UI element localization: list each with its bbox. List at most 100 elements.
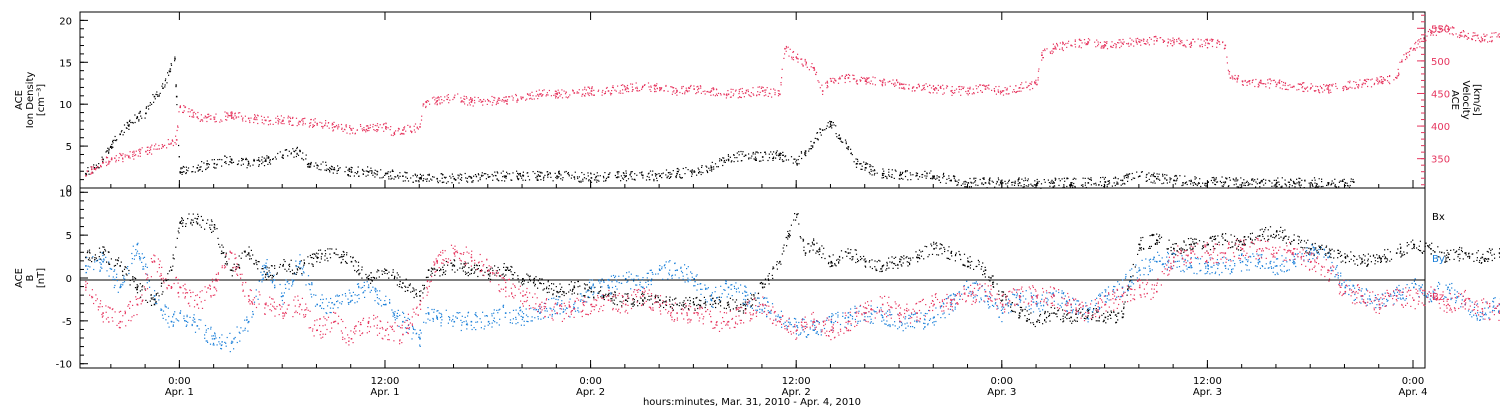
- bx-point: [315, 255, 316, 256]
- velocity-point: [322, 127, 323, 128]
- density-point: [1063, 184, 1064, 185]
- bx-point: [901, 265, 902, 266]
- bx-point: [316, 261, 317, 262]
- density-point: [395, 176, 396, 177]
- bx-point: [412, 291, 413, 292]
- density-point: [410, 177, 411, 178]
- velocity-point: [460, 97, 461, 98]
- velocity-point: [1121, 46, 1122, 47]
- velocity-point: [1006, 93, 1007, 94]
- bx-point: [377, 269, 378, 270]
- bx-point: [874, 260, 875, 261]
- velocity-point: [741, 97, 742, 98]
- density-point: [1318, 186, 1319, 187]
- velocity-point: [1115, 47, 1116, 48]
- velocity-point: [493, 100, 494, 101]
- velocity-point: [655, 91, 656, 92]
- velocity-point: [940, 88, 941, 89]
- velocity-point: [739, 96, 740, 97]
- velocity-point: [442, 102, 443, 103]
- bx-point: [115, 259, 116, 260]
- velocity-point: [174, 142, 175, 143]
- density-point: [262, 156, 263, 157]
- velocity-point: [224, 111, 225, 112]
- density-point: [924, 175, 925, 176]
- velocity-point: [689, 88, 690, 89]
- density-point: [250, 165, 251, 166]
- density-point: [492, 180, 493, 181]
- density-point: [826, 128, 827, 129]
- density-point: [1333, 183, 1334, 184]
- density-point: [348, 175, 349, 176]
- velocity-point: [125, 154, 126, 155]
- velocity-point: [1227, 62, 1228, 63]
- velocity-point: [87, 171, 88, 172]
- density-point: [571, 175, 572, 176]
- bx-point: [442, 267, 443, 268]
- velocity-point: [654, 88, 655, 89]
- velocity-point: [1035, 83, 1036, 84]
- velocity-point: [462, 101, 463, 102]
- density-point: [198, 171, 199, 172]
- bx-point: [303, 265, 304, 266]
- density-point: [726, 160, 727, 161]
- density-point: [650, 171, 651, 172]
- bx-point: [353, 257, 354, 258]
- bx-point: [362, 267, 363, 268]
- bx-point: [949, 259, 950, 260]
- bx-point: [632, 303, 633, 304]
- bx-point: [265, 274, 267, 276]
- density-point: [751, 156, 752, 157]
- bx-point: [238, 264, 239, 265]
- velocity-point: [1054, 46, 1055, 47]
- density-point: [383, 177, 384, 178]
- velocity-point: [627, 85, 628, 86]
- velocity-point: [687, 91, 688, 92]
- density-point: [1170, 179, 1171, 180]
- bx-point: [399, 286, 400, 287]
- velocity-point: [1342, 88, 1343, 89]
- velocity-point: [242, 117, 243, 118]
- bx-point: [886, 268, 887, 269]
- bx-point: [1188, 238, 1189, 239]
- density-point: [423, 180, 424, 181]
- velocity-point: [671, 86, 672, 87]
- bx-point: [185, 226, 186, 227]
- density-point: [1041, 183, 1042, 184]
- bx-point: [469, 274, 470, 275]
- density-point: [233, 162, 234, 163]
- velocity-point: [488, 100, 490, 102]
- bx-point: [811, 245, 812, 246]
- velocity-point: [994, 90, 995, 91]
- velocity-point: [1225, 48, 1226, 49]
- density-point: [540, 179, 541, 180]
- density-point: [1215, 179, 1216, 180]
- density-point: [558, 172, 559, 173]
- bx-point: [809, 251, 810, 252]
- bx-point: [621, 301, 622, 302]
- bx-point: [1212, 236, 1213, 237]
- bx-point: [786, 237, 787, 238]
- velocity-point: [335, 126, 336, 127]
- bx-point: [1234, 236, 1235, 237]
- bx-point: [604, 299, 605, 300]
- bx-point: [327, 258, 328, 259]
- velocity-point: [1283, 82, 1284, 83]
- bx-point: [777, 269, 778, 270]
- density-point: [185, 173, 186, 174]
- density-point: [160, 93, 161, 94]
- density-point: [438, 182, 439, 183]
- bx-point: [809, 250, 810, 251]
- velocity-point: [664, 90, 665, 91]
- bx-point: [1150, 248, 1151, 249]
- density-point: [199, 167, 200, 168]
- density-point: [301, 158, 302, 159]
- density-point: [1085, 178, 1086, 179]
- bx-point: [894, 258, 895, 259]
- density-point: [504, 175, 505, 176]
- density-point: [1113, 178, 1114, 179]
- bx-point: [869, 261, 870, 262]
- velocity-point: [353, 128, 354, 129]
- bx-point: [1213, 239, 1214, 240]
- velocity-point: [783, 58, 784, 59]
